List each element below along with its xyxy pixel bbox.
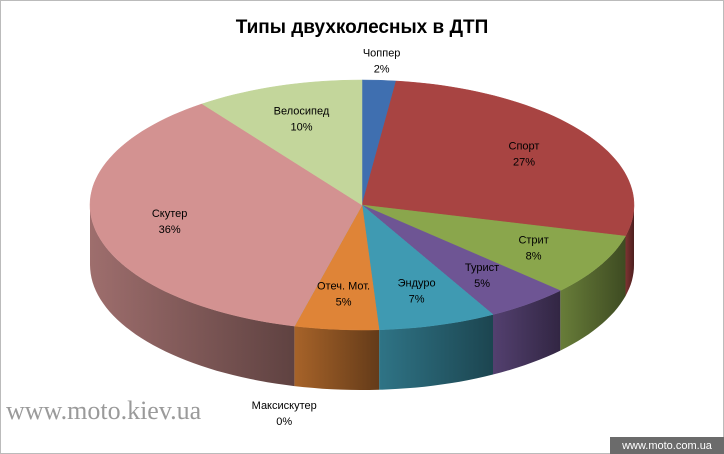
slice — [361, 204, 494, 390]
slice-top — [361, 204, 626, 291]
chart-title: Типы двухколесных в ДТП — [236, 17, 489, 38]
slice-top — [89, 103, 363, 327]
slice-label: Спорт — [509, 140, 540, 152]
slice-side — [294, 326, 380, 390]
watermark: www.moto.com.ua — [621, 440, 713, 452]
slice-top — [361, 204, 561, 315]
slice-label: Максискутер — [252, 400, 317, 412]
slice-label: Стрит — [518, 234, 548, 246]
slice-side — [90, 205, 295, 387]
slice-side — [379, 314, 493, 390]
slice-label: Отеч. Мот. — [317, 281, 370, 293]
slice — [361, 204, 561, 375]
pie — [89, 79, 635, 390]
slice-side — [493, 290, 561, 375]
value-label: 5% — [474, 278, 490, 290]
value-label: 27% — [513, 156, 535, 168]
value-label: 0% — [276, 416, 292, 428]
slice — [89, 103, 363, 387]
value-label: 5% — [336, 297, 352, 309]
slice — [293, 204, 380, 390]
slice-label: Эндуро — [398, 277, 436, 289]
slice-top — [201, 79, 363, 206]
slice-top — [293, 204, 380, 331]
slice — [201, 79, 363, 206]
slice — [361, 204, 626, 351]
watermark-box — [610, 437, 724, 454]
labels: Чоппер 2% Спорт 27% Стрит 8% Турист 5% Эндуро 7% О… — [152, 47, 549, 428]
slice-top — [361, 80, 635, 237]
value-label: 7% — [409, 293, 425, 305]
slice-side — [625, 205, 634, 297]
slice-label: Скутер — [152, 208, 188, 220]
slice-label: Турист — [465, 262, 499, 274]
value-label: 8% — [526, 250, 542, 262]
slice-top — [361, 204, 494, 331]
value-label: 36% — [159, 224, 181, 236]
watermark: www.moto.kiev.ua — [6, 396, 202, 425]
slice-label: Чоппер — [363, 47, 401, 59]
value-label: 2% — [374, 63, 390, 75]
value-label: 10% — [290, 121, 312, 133]
slice-side — [560, 236, 626, 351]
slice — [361, 80, 635, 297]
slice-label: Велосипед — [274, 105, 330, 117]
